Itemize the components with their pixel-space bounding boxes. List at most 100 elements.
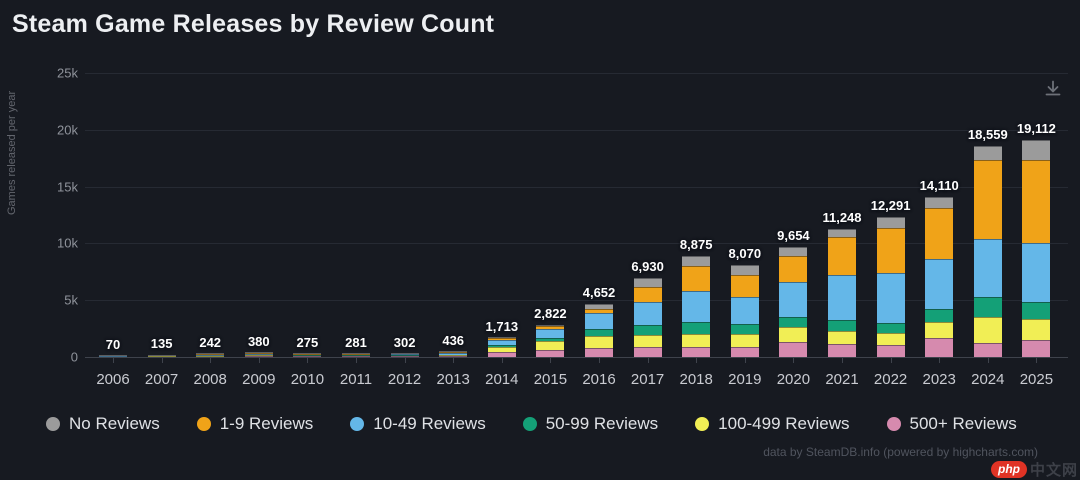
bar-segment[interactable] [439,355,468,357]
bar-2014[interactable] [487,337,516,357]
bar-segment[interactable] [585,309,613,313]
bar-segment[interactable] [536,329,565,339]
bar-segment[interactable] [293,355,322,357]
bar-segment[interactable] [633,287,662,302]
bar-segment[interactable] [585,348,613,357]
bar-segment[interactable] [439,352,468,354]
bar-segment[interactable] [536,341,565,350]
bar-segment[interactable] [779,256,808,282]
bar-2008[interactable] [196,353,225,357]
legend-item-10-49-reviews[interactable]: 10-49 Reviews [350,414,486,434]
bar-segment[interactable] [682,256,711,267]
bar-segment[interactable] [730,296,759,325]
bar-segment[interactable] [730,334,759,348]
bar-2016[interactable] [585,304,613,357]
bar-segment[interactable] [828,237,856,275]
bar-2021[interactable] [828,229,856,357]
bar-segment[interactable] [779,327,808,342]
bar-segment[interactable] [342,353,370,355]
bar-segment[interactable] [973,342,1002,357]
bar-segment[interactable] [1022,160,1051,244]
bar-segment[interactable] [828,229,856,238]
legend-item-50-99-reviews[interactable]: 50-99 Reviews [522,414,658,434]
bar-segment[interactable] [487,352,516,357]
legend-item-500-reviews[interactable]: 500+ Reviews [886,414,1017,434]
bar-segment[interactable] [876,273,905,324]
bar-2024[interactable] [973,146,1002,357]
bar-segment[interactable] [196,354,225,356]
bar-segment[interactable] [487,339,516,345]
bar-segment[interactable] [925,321,954,338]
bar-segment[interactable] [390,352,419,354]
bar-segment[interactable] [536,349,565,357]
bar-2022[interactable] [876,217,905,357]
bar-segment[interactable] [876,345,905,357]
bar-segment[interactable] [244,352,273,354]
bar-segment[interactable] [633,324,662,335]
bar-segment[interactable] [973,238,1002,298]
bar-segment[interactable] [730,265,759,276]
bar-segment[interactable] [925,258,954,310]
bar-segment[interactable] [487,338,516,340]
bar-segment[interactable] [244,352,273,354]
bar-segment[interactable] [439,353,468,355]
bar-segment[interactable] [585,304,613,310]
bar-segment[interactable] [244,355,273,357]
bar-segment[interactable] [876,227,905,274]
bar-segment[interactable] [536,324,565,326]
bar-segment[interactable] [342,354,370,356]
legend-item-100-499-reviews[interactable]: 100-499 Reviews [695,414,850,434]
bar-segment[interactable] [1022,339,1051,357]
bar-segment[interactable] [196,353,225,355]
bar-segment[interactable] [390,353,419,355]
bar-segment[interactable] [487,344,516,347]
bar-segment[interactable] [293,353,322,355]
bar-segment[interactable] [1022,302,1051,320]
bar-segment[interactable] [293,354,322,356]
bar-segment[interactable] [439,351,468,353]
bar-segment[interactable] [730,347,759,357]
bar-2011[interactable] [342,353,370,357]
download-icon[interactable] [1042,78,1064,100]
bar-segment[interactable] [973,160,1002,239]
bar-segment[interactable] [585,312,613,330]
bar-segment[interactable] [487,337,516,339]
bar-2015[interactable] [536,324,565,357]
bar-segment[interactable] [633,347,662,357]
bar-segment[interactable] [244,355,273,357]
bar-segment[interactable] [973,297,1002,317]
bar-segment[interactable] [828,343,856,357]
bar-segment[interactable] [682,334,711,347]
bar-2013[interactable] [439,351,468,357]
bar-segment[interactable] [487,346,516,353]
bar-segment[interactable] [1022,319,1051,340]
bar-segment[interactable] [828,274,856,321]
bar-segment[interactable] [585,329,613,336]
bar-2010[interactable] [293,353,322,357]
bar-segment[interactable] [925,337,954,357]
bar-segment[interactable] [682,346,711,357]
bar-segment[interactable] [633,334,662,348]
bar-segment[interactable] [828,320,856,331]
credits-text[interactable]: data by SteamDB.info (powered by highcha… [763,445,1038,459]
bar-segment[interactable] [342,355,370,357]
bar-2006[interactable] [99,355,127,357]
legend-item-no-reviews[interactable]: No Reviews [46,414,160,434]
bar-2019[interactable] [730,265,759,357]
bar-segment[interactable] [876,217,905,228]
bar-segment[interactable] [1022,139,1051,161]
bar-segment[interactable] [925,309,954,322]
bar-segment[interactable] [99,355,127,357]
bar-segment[interactable] [342,355,370,357]
bar-2017[interactable] [633,278,662,357]
bar-segment[interactable] [876,333,905,346]
bar-segment[interactable] [536,325,565,330]
bar-segment[interactable] [828,330,856,344]
bar-2020[interactable] [779,247,808,357]
bar-segment[interactable] [779,281,808,318]
bar-segment[interactable] [196,355,225,357]
bar-segment[interactable] [633,278,662,288]
bar-segment[interactable] [779,341,808,357]
bar-segment[interactable] [439,355,468,357]
bar-segment[interactable] [682,290,711,323]
